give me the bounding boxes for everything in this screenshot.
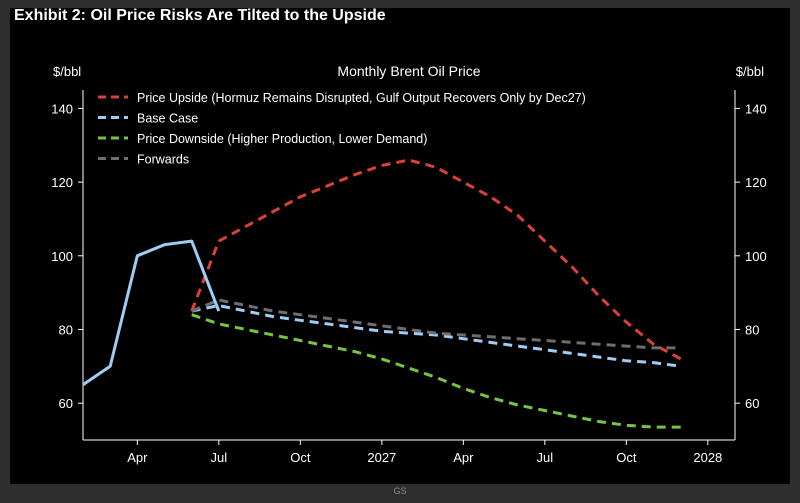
- series-layer: [82, 158, 682, 429]
- y-tick-label-right: 80: [745, 322, 759, 337]
- x-tick-label: Apr: [127, 450, 148, 465]
- x-tick-label: Jul: [211, 450, 228, 465]
- series-line-3: [191, 313, 681, 429]
- y-tick-label-right: 120: [745, 175, 767, 190]
- y-tick-label-left: 120: [51, 175, 73, 190]
- y-axis-label-right: $/bbl: [736, 64, 764, 79]
- series-line-2: [191, 304, 681, 368]
- legend-label: Forwards: [137, 153, 189, 167]
- series-line-1: [190, 158, 682, 361]
- y-axis-label-left: $/bbl: [53, 64, 81, 79]
- series-line-5: [82, 239, 221, 386]
- y-tick-label-left: 140: [51, 101, 73, 116]
- y-tick-label-right: 60: [745, 396, 759, 411]
- x-tick-label: Oct: [616, 450, 637, 465]
- series-line-4: [191, 298, 681, 350]
- x-tick-label: Oct: [290, 450, 311, 465]
- legend-label: Price Downside (Higher Production, Lower…: [137, 132, 427, 146]
- chart-title: Monthly Brent Oil Price: [337, 63, 480, 79]
- legend-label: Price Upside (Hormuz Remains Disrupted, …: [137, 91, 586, 105]
- y-tick-label-right: 100: [745, 249, 767, 264]
- source-credit: GS: [393, 486, 407, 496]
- y-tick-label-left: 100: [51, 249, 73, 264]
- x-tick-label: 2027: [367, 450, 396, 465]
- y-tick-label-left: 80: [59, 322, 73, 337]
- axes-layer: 60 60 80 80 100 100 120 120 140 140 Apr Jul Oct 2027 A…: [51, 90, 767, 465]
- x-tick-label: Jul: [537, 450, 554, 465]
- y-tick-label-right: 140: [745, 101, 767, 116]
- legend-label: Base Case: [137, 112, 198, 126]
- legend-layer: Price Upside (Hormuz Remains Disrupted, …: [98, 91, 586, 167]
- x-tick-label: 2028: [693, 450, 722, 465]
- exhibit-panel: [10, 8, 790, 484]
- y-tick-label-left: 60: [59, 396, 73, 411]
- exhibit-title: Exhibit 2: Oil Price Risks Are Tilted to…: [14, 7, 386, 24]
- x-tick-label: Apr: [453, 450, 474, 465]
